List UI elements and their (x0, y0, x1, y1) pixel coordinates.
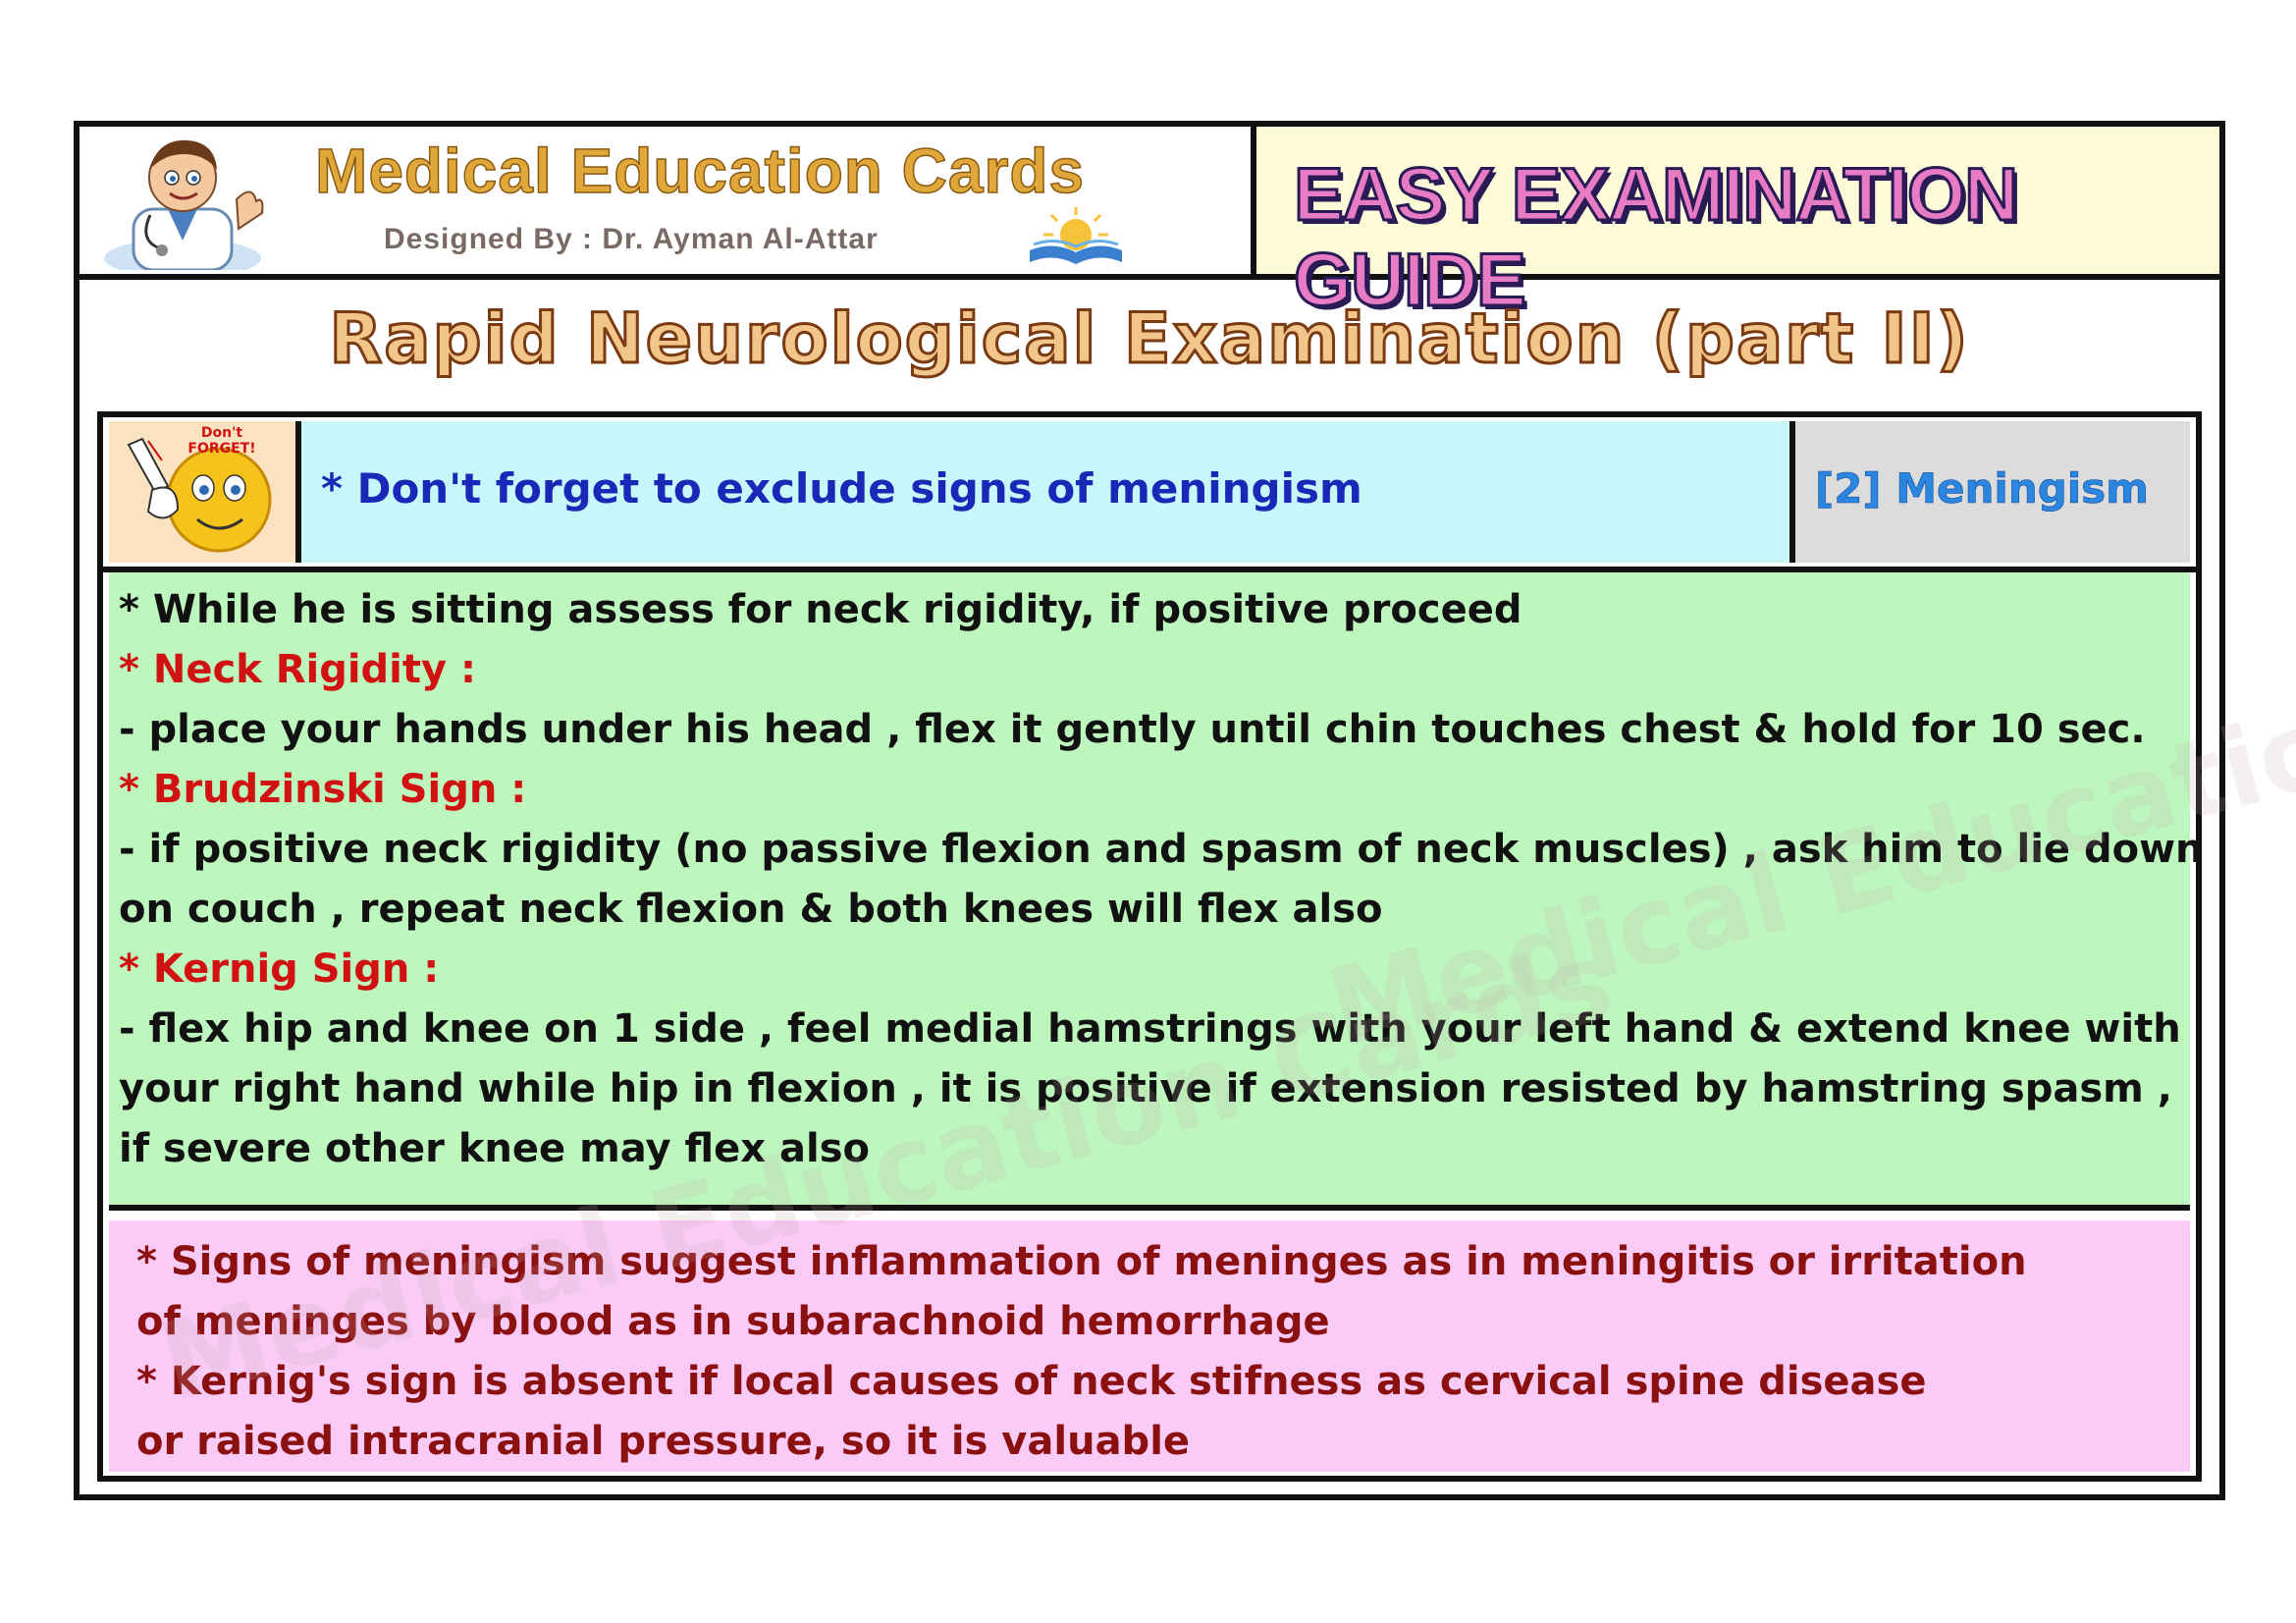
section-tag: [2] Meningism (1815, 464, 2150, 514)
brand-header: Medical Education Cards Designed By : Dr… (80, 127, 1256, 280)
brand-title: Medical Education Cards (314, 135, 1086, 207)
smiley-finger-icon (127, 437, 272, 553)
exam-panel: Don't FORGET! * Don't forget to exclude … (97, 411, 2204, 1482)
notes-box: * Signs of meningism suggest inflammatio… (109, 1220, 2190, 1472)
page-title: Rapid Neurological Examination (part II) (328, 298, 1970, 381)
note-line-1: * Signs of meningism suggest inflammatio… (136, 1239, 2027, 1284)
dont-forget-text: Don't FORGET! (187, 425, 256, 457)
guide-title: EASY EXAMINATION GUIDE (1293, 152, 2020, 324)
kernig-text-3: if severe other knee may flex also (119, 1126, 871, 1171)
brand-subtitle: Designed By : Dr. Ayman Al-Attar (384, 223, 879, 255)
brudzinski-heading: * Brudzinski Sign : (119, 767, 527, 812)
brudzinski-text-2: on couch , repeat neck flexion & both kn… (119, 887, 1383, 932)
note-line-2: of meninges by blood as in subarachnoid … (136, 1299, 1330, 1344)
intro-line: * While he is sitting assess for neck ri… (119, 587, 1522, 632)
reminder-text: * Don't forget to exclude signs of menin… (321, 464, 1362, 513)
reminder-box: * Don't forget to exclude signs of menin… (301, 421, 1795, 563)
kernig-text-1: - flex hip and knee on 1 side , feel med… (119, 1006, 2181, 1052)
dont-forget-badge: Don't FORGET! (109, 421, 301, 563)
open-book-logo-icon (1030, 207, 1122, 264)
kernig-text-2: your right hand while hip in flexion , i… (119, 1066, 2172, 1111)
neck-rigidity-heading: * Neck Rigidity : (119, 647, 477, 692)
doctor-mascot-icon (104, 139, 264, 270)
section-tag-box: [2] Meningism (1795, 421, 2190, 563)
brudzinski-text-1: - if positive neck rigidity (no passive … (119, 827, 2204, 872)
kernig-heading: * Kernig Sign : (119, 947, 440, 992)
guide-header: EASY EXAMINATION GUIDE (1256, 127, 2219, 324)
note-line-4: or raised intracranial pressure, so it i… (136, 1419, 1191, 1464)
note-line-3: * Kernig's sign is absent if local cause… (136, 1359, 1927, 1404)
reminder-row: Don't FORGET! * Don't forget to exclude … (103, 417, 2196, 572)
exam-content: * While he is sitting assess for neck ri… (109, 572, 2204, 1211)
exam-card: Medical Education Cards Designed By : Dr… (74, 121, 2296, 1500)
neck-rigidity-text: - place your hands under his head , flex… (119, 707, 2146, 752)
